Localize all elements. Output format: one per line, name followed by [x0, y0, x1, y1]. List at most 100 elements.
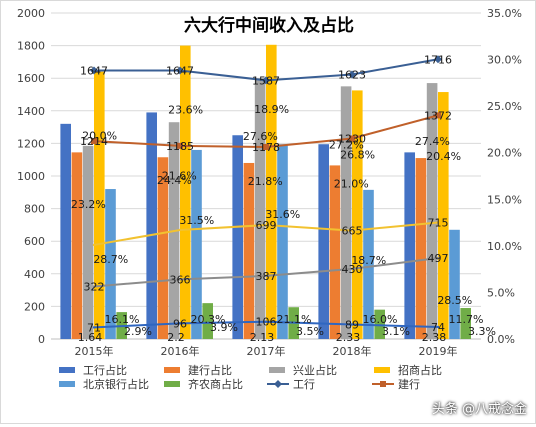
- legend-swatch: [164, 367, 180, 373]
- line-data-label: 1623: [338, 68, 366, 81]
- line-point: [264, 320, 268, 323]
- line-point: [262, 76, 270, 85]
- line-point: [348, 70, 356, 79]
- bar: [415, 158, 427, 339]
- bar: [180, 45, 191, 339]
- secondary-data-label: 21.0%: [334, 177, 369, 190]
- line-point: [92, 243, 96, 247]
- y-tick-label: 2000: [17, 7, 45, 20]
- y-tick-label: 1200: [17, 137, 45, 150]
- line-data-label: 497: [428, 252, 449, 265]
- legend-label: 建行: [398, 377, 420, 391]
- bar: [438, 92, 449, 340]
- bar: [277, 144, 288, 339]
- bar-data-label: 23.6%: [168, 104, 203, 117]
- secondary-data-label: 3.1%: [382, 325, 410, 338]
- line-point: [264, 274, 268, 278]
- line-data-label: 322: [84, 281, 105, 294]
- legend-swatch: [59, 381, 75, 387]
- secondary-data-label: 3.9%: [210, 321, 238, 334]
- line-point: [436, 256, 440, 260]
- y2-tick-label: 30.0%: [487, 54, 522, 67]
- bottom-data-label: 1.64: [78, 331, 103, 344]
- bottom-data-label: 2.2: [167, 331, 185, 344]
- y-tick-label: 1800: [17, 40, 45, 53]
- bar: [146, 112, 157, 340]
- bar: [449, 229, 460, 339]
- bar-data-label: 18.7%: [351, 254, 386, 267]
- secondary-data-label: 21.6%: [162, 169, 197, 182]
- line-point: [350, 267, 354, 271]
- line-data-label: 1587: [252, 74, 280, 87]
- line-point: [92, 326, 96, 329]
- bar-data-label: 18.9%: [254, 103, 289, 116]
- y-tick-label: 0: [38, 333, 45, 346]
- legend-swatch: [59, 367, 75, 373]
- watermark: 头条 @八戒念金: [431, 402, 527, 417]
- line-data-label: 1372: [424, 109, 452, 122]
- y-tick-label: 1400: [17, 105, 45, 118]
- line-data-label: 387: [256, 270, 277, 283]
- bar-data-label: 27.4%: [415, 135, 450, 148]
- bar: [71, 152, 83, 339]
- line-point: [434, 55, 442, 64]
- x-tick-label: 2016年: [161, 344, 200, 358]
- bar: [232, 135, 243, 339]
- line-data-label: 1178: [252, 141, 280, 154]
- secondary-data-label: 3.3%: [468, 325, 496, 338]
- line-point: [436, 221, 440, 224]
- data-labels: 1647 1647 1587 1623 1716 1214 1185 1178 1230 1372…: [71, 53, 496, 344]
- line-point: [92, 285, 96, 288]
- bars: [60, 44, 471, 340]
- y-tick-label: 1000: [17, 170, 45, 183]
- y-tick-label: 800: [24, 203, 45, 216]
- bar: [60, 123, 71, 339]
- line-data-label: 665: [342, 225, 363, 238]
- line-point: [436, 325, 440, 329]
- bar: [82, 145, 94, 339]
- chart-title: 六大行中间收入及占比: [184, 15, 354, 36]
- line-point: [264, 223, 268, 227]
- bar-data-label: 28.7%: [93, 253, 128, 266]
- line-point: [91, 138, 97, 145]
- line-data-label: 74: [431, 321, 445, 334]
- legend-swatch: [269, 367, 285, 373]
- bar-data-label: 24.4%: [157, 174, 192, 187]
- line-data-label: 1185: [166, 140, 194, 153]
- line-point: [349, 135, 355, 142]
- line-data-label: 71: [87, 321, 101, 334]
- y2-tick-label: 10.0%: [487, 240, 522, 253]
- legend-label: 招商占比: [398, 363, 442, 377]
- y-tick-label: 1600: [17, 72, 45, 85]
- bar-data-label: 31.5%: [179, 214, 214, 227]
- bar-data-label: 23.2%: [71, 198, 106, 211]
- bar-data-label: 27.6%: [243, 130, 278, 143]
- bar: [254, 78, 266, 339]
- bar: [404, 152, 415, 339]
- bottom-data-label: 2.38: [422, 331, 447, 344]
- line-point: [177, 142, 183, 149]
- bar: [340, 86, 352, 339]
- bar-data-label: 20.3%: [191, 313, 226, 326]
- y-tick-label: 200: [24, 300, 45, 313]
- line-data-label: 96: [173, 317, 187, 330]
- line-data-label: 366: [170, 273, 191, 286]
- y2-tick-label: 20.0%: [487, 147, 522, 160]
- line-data-label: 699: [256, 219, 277, 232]
- bar-data-label: 20.0%: [82, 130, 117, 143]
- legend-label: 北京银行占比: [83, 377, 149, 391]
- bar: [329, 165, 341, 339]
- bar-data-label: 28.5%: [437, 294, 472, 307]
- bar-data-label: 16.1%: [105, 313, 140, 326]
- line-data-label: 89: [345, 318, 359, 331]
- bar: [105, 189, 116, 339]
- legend-marker: [274, 380, 282, 388]
- legend-label: 齐农商占比: [188, 377, 243, 391]
- y2-tick-label: 35.0%: [487, 7, 522, 20]
- line-data-label: 1214: [80, 135, 108, 148]
- y2-tick-label: 15.0%: [487, 193, 522, 206]
- bar: [352, 90, 363, 339]
- bar: [266, 44, 277, 339]
